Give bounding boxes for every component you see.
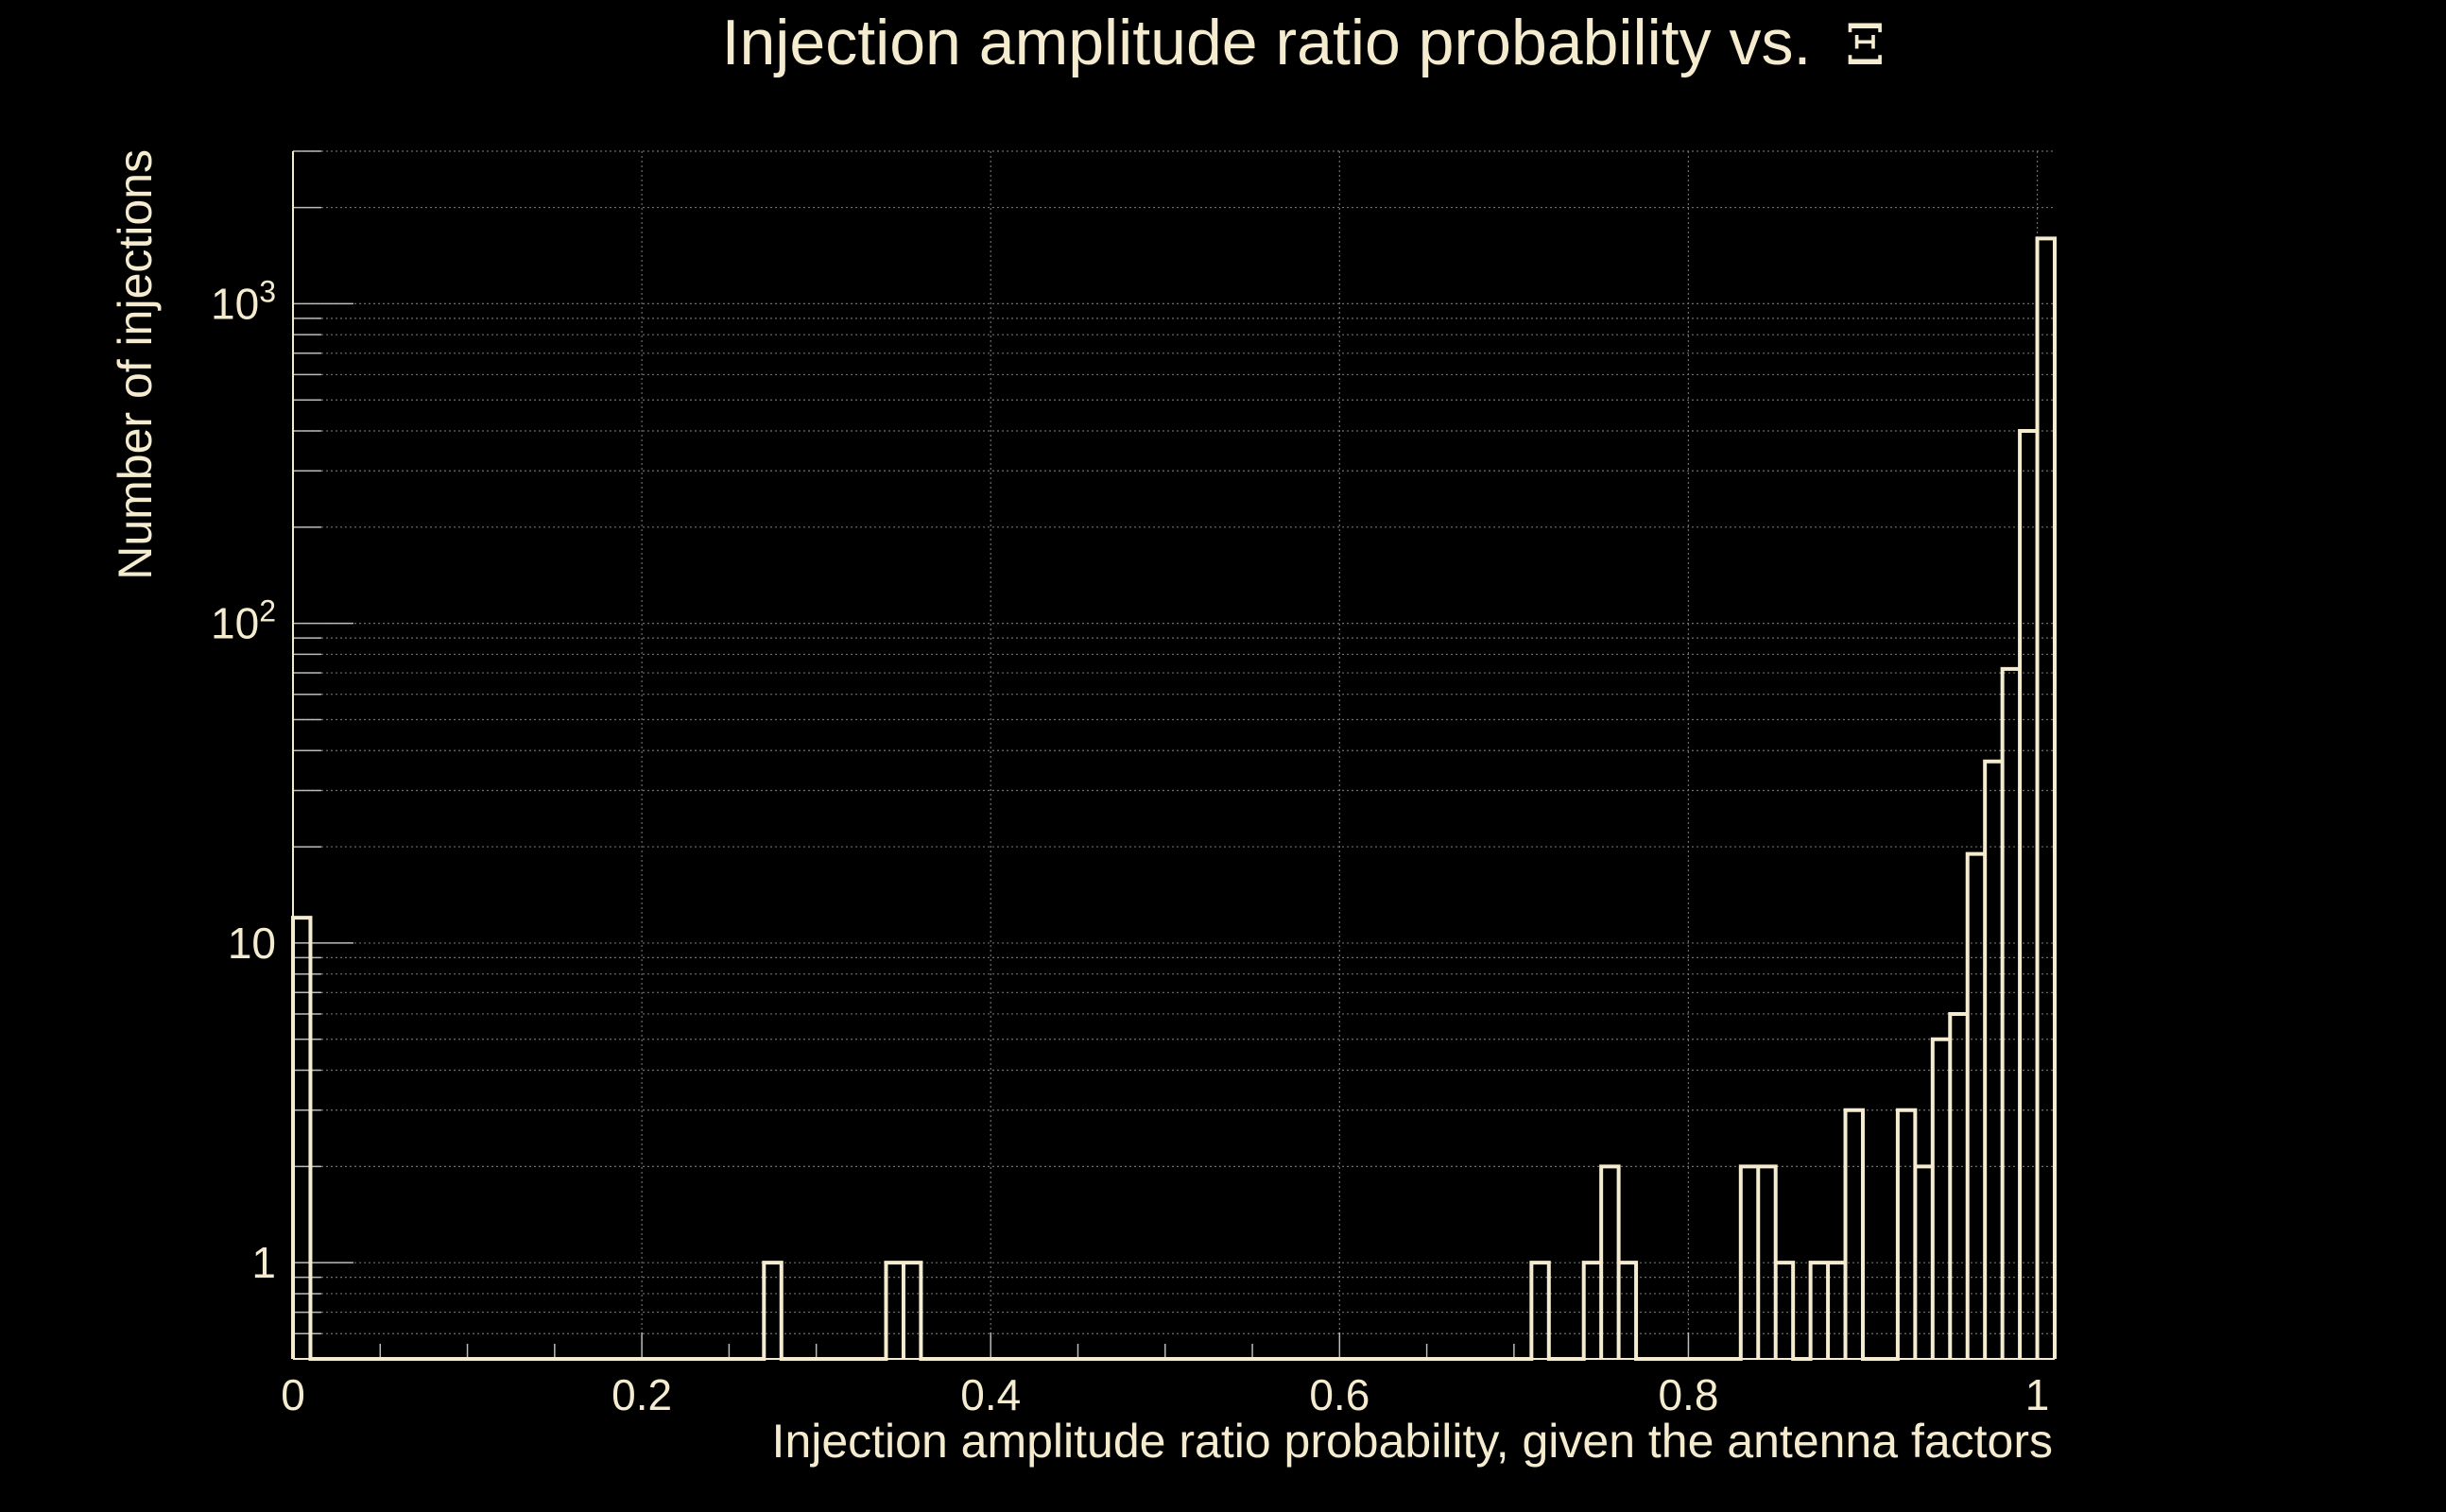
y-tick-label: 103 bbox=[211, 274, 276, 328]
y-tick-label: 1 bbox=[251, 1238, 276, 1287]
x-tick-label: 0.6 bbox=[1309, 1370, 1369, 1419]
grid-layer bbox=[292, 150, 2055, 1360]
y-tick-label: 102 bbox=[211, 594, 276, 648]
title-xi-symbol: Ξ bbox=[1845, 12, 1885, 78]
x-tick-label: 0 bbox=[281, 1370, 305, 1419]
tick-layer bbox=[292, 150, 2039, 1360]
y-axis-label: Number of injections bbox=[109, 149, 162, 580]
x-tick-label: 0.8 bbox=[1658, 1370, 1718, 1419]
label-layer: 0 0.2 0.4 0.6 0.8 1 1 10 102 103 bbox=[211, 274, 2049, 1419]
x-tick-label: 0.4 bbox=[960, 1370, 1021, 1419]
x-tick-label: 1 bbox=[2025, 1370, 2050, 1419]
x-tick-label: 0.2 bbox=[612, 1370, 672, 1419]
x-axis-label: Injection amplitude ratio probability, g… bbox=[772, 1415, 2053, 1468]
chart-title: Injection amplitude ratio probability vs… bbox=[722, 7, 1812, 78]
y-tick-label: 10 bbox=[228, 919, 276, 968]
